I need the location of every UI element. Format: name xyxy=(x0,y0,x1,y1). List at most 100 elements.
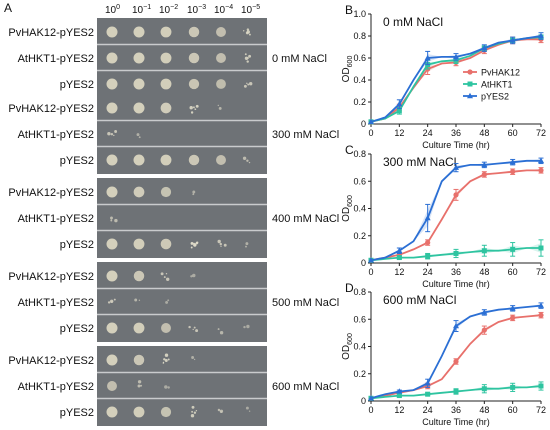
series-line xyxy=(370,159,541,262)
strain-label: PvHAK12-pYES2 xyxy=(8,355,94,367)
spot-block: PvHAK12-pYES2 AtHKT1-pYES2 pYES2 0 mM NaCl xyxy=(8,18,327,98)
y-tick-label: 0.6 xyxy=(353,53,366,63)
legend-marker xyxy=(467,92,473,99)
y-axis-label: OD600 xyxy=(341,333,354,360)
dilution-base: 10 xyxy=(214,5,226,16)
dilution-exponent: −5 xyxy=(252,4,260,11)
y-tick-label: 0.2 xyxy=(353,97,366,107)
yeast-colony-spot xyxy=(133,354,145,366)
series-band xyxy=(371,159,541,261)
yeast-colony-spot xyxy=(106,322,118,334)
yeast-colony-speck xyxy=(248,410,251,412)
yeast-colony-speck xyxy=(140,384,143,387)
data-point xyxy=(538,312,544,318)
strain-label: PvHAK12-pYES2 xyxy=(8,103,94,115)
data-point xyxy=(453,192,459,198)
data-point xyxy=(510,169,516,175)
agar-plate xyxy=(97,262,267,342)
strain-label: AtHKT1-pYES2 xyxy=(18,297,94,309)
yeast-colony-speck xyxy=(220,245,222,247)
data-point xyxy=(481,327,487,333)
spot-block: PvHAK12-pYES2 AtHKT1-pYES2 pYES2 600 mM NaC… xyxy=(8,346,339,426)
data-point xyxy=(481,44,488,51)
yeast-colony-spot xyxy=(216,155,226,165)
y-tick-label: 0.2 xyxy=(353,231,366,241)
data-point xyxy=(538,167,544,173)
yeast-colony-speck xyxy=(219,409,224,413)
yeast-colony-speck xyxy=(194,108,196,110)
data-point xyxy=(509,37,516,43)
condition-label: 500 mM NaCl xyxy=(272,297,339,309)
data-point xyxy=(481,309,488,315)
yeast-colony-speck xyxy=(165,300,169,304)
yeast-colony-speck xyxy=(190,275,193,278)
y-tick-label: 0 xyxy=(361,258,366,268)
yeast-colony-spot xyxy=(160,154,172,166)
yeast-colony-spot xyxy=(160,26,172,38)
spot-block: PvHAK12-pYES2 AtHKT1-pYES2 pYES2 300 mM NaC… xyxy=(8,94,339,174)
yeast-colony-speck xyxy=(217,104,219,107)
yeast-colony-speck xyxy=(217,408,221,412)
data-point xyxy=(396,255,402,261)
data-point xyxy=(425,239,431,246)
series-line xyxy=(370,304,542,400)
strain-label: pYES2 xyxy=(60,407,94,419)
yeast-colony-speck xyxy=(114,218,118,223)
y-axis-label-main: OD xyxy=(341,67,352,82)
yeast-colony-speck xyxy=(245,31,249,35)
yeast-colony-speck xyxy=(134,298,138,302)
yeast-colony-speck xyxy=(190,111,194,114)
legend-label: pYES2 xyxy=(481,92,509,102)
y-tick-label: 0.8 xyxy=(353,149,366,159)
yeast-colony-speck xyxy=(249,82,253,86)
yeast-colony-speck xyxy=(165,273,168,275)
data-point xyxy=(481,248,487,254)
data-point xyxy=(396,393,402,399)
x-tick-label: 12 xyxy=(394,128,404,138)
data-point xyxy=(509,305,516,311)
yeast-colony-speck xyxy=(248,161,251,164)
yeast-colony-spot xyxy=(106,102,118,114)
series-band xyxy=(371,34,541,122)
growth-chart-0mm: 0 12 24 36 48 60 72 0 0.2 0.4 0.6 0.8 1.0 Culture Tim… xyxy=(341,9,546,150)
yeast-colony-speck xyxy=(195,410,198,412)
dilution-base: 10 xyxy=(159,5,171,16)
yeast-colony-speck xyxy=(195,242,198,245)
yeast-colony-speck xyxy=(107,132,111,136)
strain-label: pYES2 xyxy=(60,239,94,251)
yeast-colony-speck xyxy=(190,246,193,249)
panel-label-b: B xyxy=(345,3,353,17)
y-axis-label-main: OD xyxy=(341,207,352,222)
x-tick-label: 72 xyxy=(536,267,546,277)
yeast-colony-spot xyxy=(133,406,145,418)
yeast-colony-speck xyxy=(195,329,199,333)
yeast-colony-speck xyxy=(245,242,249,246)
dilution-header: 100 10−1 10−2 10−3 10−4 10−5 xyxy=(105,4,260,16)
x-tick-label: 24 xyxy=(423,405,433,415)
yeast-colony-spot xyxy=(133,102,145,114)
yeast-colony-spot xyxy=(133,52,145,64)
dilution-exponent: −4 xyxy=(225,4,233,11)
y-tick-label: 0.6 xyxy=(353,176,366,186)
agar-plate xyxy=(97,94,267,174)
dilution-base: 10 xyxy=(187,5,199,16)
data-point xyxy=(368,395,374,401)
data-point xyxy=(453,388,459,394)
growth-chart-600mm: 0 12 24 36 48 60 72 0 0.2 0.4 0.6 0.8 Culture Time (… xyxy=(341,287,546,427)
yeast-colony-spot xyxy=(161,323,171,333)
y-tick-label: 0.4 xyxy=(353,75,366,85)
data-point xyxy=(424,380,431,386)
yeast-colony-speck xyxy=(242,156,247,160)
yeast-colony-spot xyxy=(133,238,145,250)
yeast-colony-speck xyxy=(188,325,191,329)
x-tick-label: 0 xyxy=(368,405,373,415)
yeast-colony-speck xyxy=(218,106,222,110)
yeast-colony-speck xyxy=(243,325,246,329)
data-point xyxy=(396,101,403,107)
yeast-colony-speck xyxy=(244,56,249,60)
yeast-colony-spot xyxy=(160,102,172,114)
yeast-colony-speck xyxy=(167,299,170,302)
yeast-colony-spot xyxy=(106,154,118,166)
strain-label: pYES2 xyxy=(60,79,94,91)
yeast-colony-speck xyxy=(113,298,116,301)
